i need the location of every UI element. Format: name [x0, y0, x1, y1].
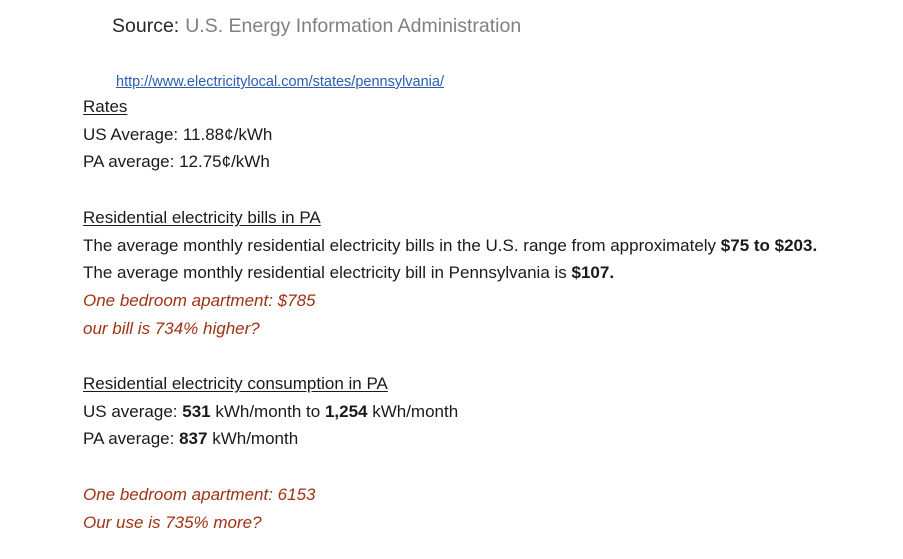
heading-residential-consumption: Residential electricity consumption in P…	[83, 370, 883, 398]
heading-residential-bills: Residential electricity bills in PA	[83, 204, 883, 232]
spacer-after-rates	[83, 176, 883, 204]
bills-pa-average: The average monthly residential electric…	[83, 259, 883, 287]
bills-note-comparison: our bill is 734% higher?	[83, 318, 260, 338]
consumption-pa-value: 837	[179, 429, 208, 449]
rates-us-average: US Average: 11.88¢/kWh	[83, 124, 273, 144]
bills-note-apartment: One bedroom apartment: $785	[83, 290, 316, 310]
heading-rates: Rates	[83, 93, 883, 121]
source-label: Source:	[112, 15, 180, 37]
bills-us-range-text: The average monthly residential electric…	[83, 235, 721, 255]
consumption-pa-label: PA average:	[83, 429, 180, 449]
bills-pa-average-text: The average monthly residential electric…	[83, 263, 572, 283]
source-url-link[interactable]: http://www.electricitylocal.com/states/p…	[116, 74, 444, 90]
consumption-us-high: 1,254	[324, 401, 368, 421]
bills-us-range-value: $75 to $203.	[720, 235, 818, 255]
consumption-us-average: US average: 531 kWh/month to 1,254 kWh/m…	[83, 398, 883, 426]
consumption-us-suffix: kWh/month	[367, 401, 459, 421]
rates-pa-average: PA average: 12.75¢/kWh	[83, 152, 270, 172]
heading-residential-bills-text: Residential electricity bills in PA	[83, 207, 321, 227]
bills-us-range: The average monthly residential electric…	[83, 232, 883, 260]
spacer-after-bills	[83, 342, 883, 370]
source-attribution: Source: U.S. Energy Information Administr…	[112, 13, 521, 39]
consumption-note-apartment: One bedroom apartment: 6153	[83, 484, 316, 504]
source-value: U.S. Energy Information Administration	[185, 15, 522, 37]
consumption-pa-suffix: kWh/month	[207, 429, 299, 449]
content-body: Rates US Average: 11.88¢/kWh PA average:…	[83, 93, 883, 536]
consumption-us-low: 531	[182, 401, 211, 421]
consumption-us-label: US average:	[83, 401, 183, 421]
spacer-before-consumption-notes	[83, 453, 883, 481]
consumption-note-comparison: Our use is 735% more?	[83, 512, 262, 532]
heading-residential-consumption-text: Residential electricity consumption in P…	[83, 374, 388, 393]
bills-pa-average-value: $107.	[571, 263, 615, 283]
heading-rates-text: Rates	[83, 97, 128, 116]
consumption-pa-average: PA average: 837 kWh/month	[83, 425, 883, 453]
consumption-us-mid: kWh/month to	[210, 401, 325, 421]
